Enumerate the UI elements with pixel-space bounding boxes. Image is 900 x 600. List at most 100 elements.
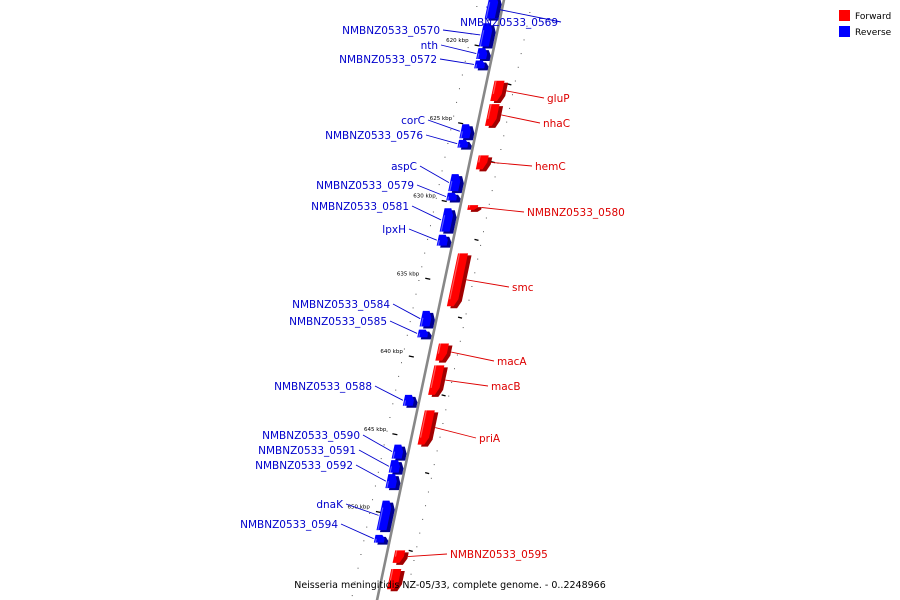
minor-tick-dot [416,546,418,548]
minor-tick-dot [415,293,417,295]
gene-label: NMBNZ0533_0585 [289,316,387,328]
gene-highlight [394,550,398,557]
gene-arrow [484,0,499,19]
minor-tick-dot [360,554,362,555]
gene-arrow [417,410,435,445]
minor-tick-dot [506,121,508,123]
leader-line [407,553,448,558]
NMBNZ0533_0572-gene [474,60,489,71]
gene-arrow [385,474,397,489]
label-leader-lines [340,6,562,558]
leader-line [466,279,510,288]
leader-line [442,29,481,36]
minor-tick-dot [401,362,403,364]
tick-mark [457,316,463,319]
gene-arrow [474,60,485,69]
leader-line [416,184,447,198]
NMBNZ0533_0588-gene [402,394,418,408]
minor-tick-dot [467,47,469,49]
tick-mark [392,433,398,436]
leader-line [491,161,533,167]
gene-arrow [484,104,500,126]
gene-label: NMBNZ0533_0590 [262,430,360,442]
nhaC-gene [484,103,504,128]
gene-label: NMBNZ0533_0584 [292,299,390,311]
NMBNZ0533_0570-gene [478,23,496,49]
NMBNZ0533_0569-gene [484,0,502,21]
leader-line [374,385,404,401]
leader-line [445,379,489,387]
legend-reverse-swatch [839,26,850,37]
gene-arrow [373,534,385,543]
NMBNZ0533_0584-gene [419,310,435,329]
gene-highlight [420,317,424,327]
NMBNZ0533_0590-gene [391,444,407,461]
minor-tick-dot [421,266,423,268]
minor-tick-dot [509,107,511,109]
minor-tick-dot [383,444,385,446]
leader-line [439,58,475,65]
gene-arrow [490,80,505,101]
minor-tick-dot [398,375,400,377]
gene-arrow [439,208,454,232]
gene-arrow [417,329,429,338]
minor-tick-dot [464,60,466,62]
minor-tick-dot [372,499,374,501]
minor-tick-dot [480,244,482,246]
minor-tick-dot [476,6,478,7]
tick-label: 620 kbp [446,38,469,44]
leader-line [345,503,379,516]
minor-tick-dot [494,176,496,178]
gene-label: nhaC [543,118,570,130]
legend-forward-label: Forward [855,12,891,22]
leader-line [419,165,450,184]
tick-mark [507,83,512,86]
minor-tick-dot [441,170,443,172]
gene-label: dnaK [316,499,344,511]
legend-forward-swatch [839,10,850,21]
tick-label: 650 kbp [348,505,371,511]
leader-line [408,228,437,241]
macA-gene [435,343,453,363]
tick-label: 640 kbp [380,349,403,355]
gene-highlight [458,143,461,148]
minor-tick-dot [439,436,441,438]
gene-highlight [440,215,446,232]
leader-line [427,119,460,132]
leader-line [440,44,477,54]
minor-tick-dot [422,518,424,520]
tick-mark [474,44,480,47]
minor-tick-dot [377,471,379,473]
NMBNZ0533_0579-gene [446,192,461,203]
gene-label: macA [497,356,527,368]
aspC-gene [448,174,464,194]
gene-highlight [478,155,481,163]
nth-gene [476,48,491,61]
NMBNZ0533_0581-gene [439,208,457,234]
minor-tick-dot [461,74,463,76]
minor-tick-dot [448,395,450,397]
tick-mark [424,471,430,475]
smc-gene [446,253,472,309]
minor-tick-dot [454,368,456,370]
gene-label: NMBNZ0533_0581 [311,201,409,213]
minor-tick-dot [406,334,408,336]
gene-label: NMBNZ0533_0595 [450,549,548,561]
minor-tick-dot [523,39,525,41]
gene-label: NMBNZ0533_0572 [339,54,437,66]
gene-arrow [436,234,448,246]
gene-highlight [477,53,480,60]
minor-tick-dot [389,417,391,418]
minor-tick-dot [514,80,516,82]
kbp-ticks: 620 kbp 625 kbp 630 kbp 635 kbp 640 kbp 645 k… [348,38,512,553]
gene-label: NMBNZ0533_0569 [460,17,558,29]
NMBNZ0533_0595-gene [392,550,409,565]
minor-tick-dot [357,567,359,569]
gene-label: NMBNZ0533_0576 [325,130,423,142]
minor-tick-dot [430,477,432,479]
gene-arrow [467,205,479,210]
gene-label: NMBNZ0533_0594 [240,519,338,531]
minor-tick-dot [517,66,519,68]
minor-tick-dot [424,252,426,254]
